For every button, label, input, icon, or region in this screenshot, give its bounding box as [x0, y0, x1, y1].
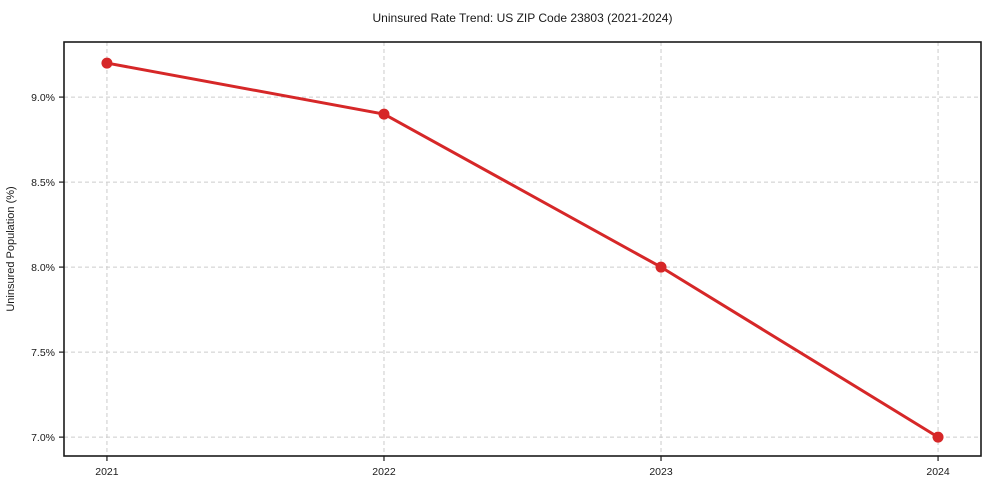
data-point-2023	[655, 261, 667, 273]
x-tick-label-2023: 2023	[649, 466, 673, 478]
x-tick-label-2022: 2022	[372, 466, 396, 478]
y-tick-label-7.5%: 7.5%	[31, 347, 55, 359]
y-tick-label-8.5%: 8.5%	[31, 177, 55, 189]
plot-border	[63, 41, 982, 457]
y-tick-label-9.0%: 9.0%	[31, 92, 55, 104]
data-point-2021	[101, 57, 113, 69]
data-point-2022	[378, 108, 390, 120]
x-tick-label-2021: 2021	[95, 466, 119, 478]
plot-area: 7.0% 7.5% 8.0% 8.5% 9.0% 2021 2022 2023 2024	[31, 41, 982, 478]
trend-line-uninsured-rate	[105, 61, 940, 439]
y-tick-label-8.0%: 8.0%	[31, 262, 55, 274]
y-tick-label-7.0%: 7.0%	[31, 432, 55, 444]
data-point-2024	[932, 431, 944, 443]
x-tick-label-2024: 2024	[926, 466, 950, 478]
chart-title: Uninsured Rate Trend: US ZIP Code 23803 …	[373, 11, 673, 25]
y-axis-label: Uninsured Population (%)	[5, 186, 17, 311]
